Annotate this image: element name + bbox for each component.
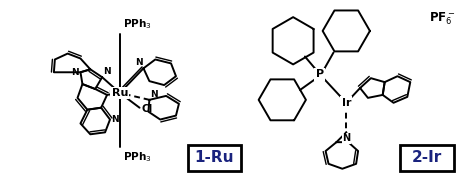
Text: N: N [103,67,111,76]
Text: PPh$_3$: PPh$_3$ [123,17,152,31]
FancyBboxPatch shape [401,145,454,171]
Text: PF$_6^-$: PF$_6^-$ [428,11,455,27]
Text: P: P [316,69,324,79]
Text: Ir: Ir [342,98,351,108]
Text: 1-Ru: 1-Ru [195,150,234,165]
Text: N: N [342,133,350,143]
Text: N: N [71,68,79,77]
Text: Cl: Cl [142,104,153,114]
FancyBboxPatch shape [188,145,241,171]
Text: N: N [135,58,143,67]
Text: N: N [111,115,118,124]
Text: N: N [150,90,158,99]
Text: PPh$_3$: PPh$_3$ [123,150,152,164]
Text: Ru: Ru [112,88,128,98]
Text: 2-Ir: 2-Ir [412,150,442,165]
Text: N: N [108,90,116,99]
